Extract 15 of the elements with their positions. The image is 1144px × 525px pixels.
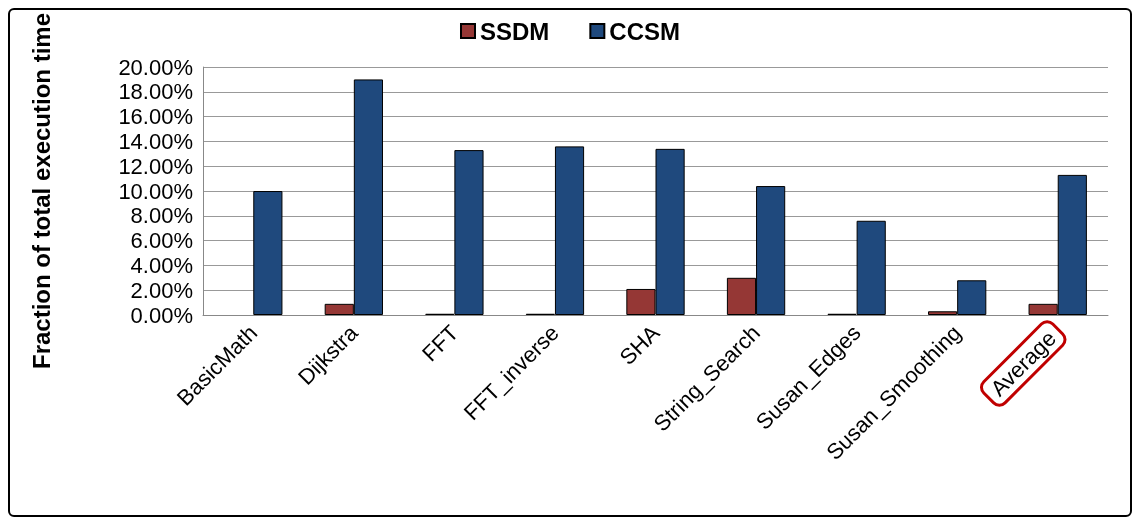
y-tick-label: 12.00% [118,153,193,179]
y-tick-label: 6.00% [130,228,193,254]
y-tick-label: 16.00% [118,104,193,130]
legend-label: SSDM [480,17,550,45]
y-tick-label: 18.00% [118,79,193,105]
bar [253,191,283,315]
legend-label: CCSM [609,17,681,45]
y-tick-label: 20.00% [118,54,193,80]
y-axis-title: Fraction of total execution time [27,13,55,370]
y-tick-label: 4.00% [130,252,193,278]
y-tick-label: 14.00% [118,128,193,154]
y-tick-label: 0.00% [130,302,193,328]
y-tick-label: 10.00% [118,178,193,204]
y-tick-label: 8.00% [130,203,193,229]
y-tick-label: 2.00% [130,277,193,303]
